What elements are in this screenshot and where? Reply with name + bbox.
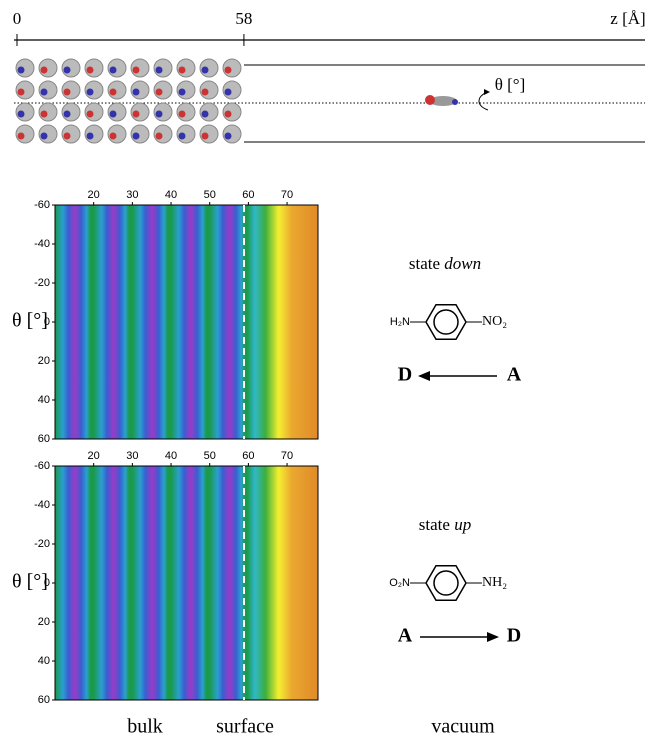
z-axis-label: z [Å] <box>610 9 645 28</box>
y-axis-label: θ [°] <box>12 571 48 593</box>
atom <box>156 133 163 140</box>
atom <box>64 111 71 118</box>
rotation-label: θ [°] <box>495 75 526 94</box>
atom <box>179 133 186 140</box>
atom <box>110 111 117 118</box>
figure: z [Å] θ [°] bulk surface vacuum 0 58 20 30 4… <box>0 0 648 742</box>
x-tick-label: 20 <box>88 450 100 462</box>
y-tick-label: 40 <box>38 655 50 667</box>
arrow-head <box>484 89 490 95</box>
atom <box>18 67 25 74</box>
y-tick-label: -20 <box>34 277 50 289</box>
rotation-arrow <box>479 92 488 110</box>
atom <box>64 133 71 140</box>
x-tick-label: 60 <box>242 189 254 201</box>
y-tick-label: 40 <box>38 394 50 406</box>
y-tick-label: 20 <box>38 355 50 367</box>
atom <box>41 111 48 118</box>
atom <box>225 89 232 96</box>
x-tick-label: 40 <box>165 189 177 201</box>
atom <box>133 133 140 140</box>
atom <box>202 67 209 74</box>
atom <box>64 67 71 74</box>
arrow-right: A <box>507 364 522 386</box>
heatmap <box>55 466 318 700</box>
x-tick-label: 50 <box>204 189 216 201</box>
state-prefix: state <box>409 254 440 273</box>
y-tick-label: 20 <box>38 616 50 628</box>
atom <box>110 67 117 74</box>
atom <box>225 67 232 74</box>
atom <box>133 111 140 118</box>
atom <box>202 89 209 96</box>
x-tick-label: 20 <box>88 189 100 201</box>
arrow-left: A <box>398 625 413 647</box>
molecule-right: NO₂ <box>482 314 507 329</box>
atom <box>225 111 232 118</box>
y-tick-label: 60 <box>38 694 50 706</box>
state-label: state down <box>409 254 481 273</box>
atom <box>225 133 232 140</box>
x-tick-label: 30 <box>126 189 138 201</box>
state-prefix: state <box>419 515 450 534</box>
atom <box>156 67 163 74</box>
x-tick-label: 70 <box>281 450 293 462</box>
arrow-left: D <box>398 364 412 386</box>
atom <box>110 133 117 140</box>
atom <box>133 67 140 74</box>
x-tick-label: 40 <box>165 450 177 462</box>
heatmap <box>55 205 318 439</box>
state-name: down <box>444 254 481 273</box>
atom <box>179 89 186 96</box>
atom <box>156 89 163 96</box>
y-tick-label: -20 <box>34 538 50 550</box>
atom <box>202 133 209 140</box>
molecule-left: H₂N <box>390 316 410 328</box>
region-label: surface <box>216 716 274 738</box>
state-label: state up <box>419 515 471 534</box>
atom <box>133 89 140 96</box>
arrow-head <box>418 371 430 381</box>
atom <box>179 67 186 74</box>
atom <box>87 89 94 96</box>
arrow-right: D <box>507 625 521 647</box>
arrow-head <box>487 632 499 642</box>
atom <box>156 111 163 118</box>
z-tick-label: 58 <box>235 9 252 28</box>
atom <box>41 133 48 140</box>
atom <box>18 133 25 140</box>
region-label: bulk <box>127 716 163 738</box>
region-label: vacuum <box>431 716 495 738</box>
crystal <box>16 59 241 143</box>
x-tick-label: 70 <box>281 189 293 201</box>
atom <box>110 89 117 96</box>
y-axis-label: θ [°] <box>12 310 48 332</box>
atom <box>41 67 48 74</box>
atom <box>202 111 209 118</box>
atom <box>18 89 25 96</box>
molecule-right: NH₂ <box>482 575 507 590</box>
atom <box>179 111 186 118</box>
atom <box>87 111 94 118</box>
y-tick-label: -60 <box>34 199 50 211</box>
y-tick-label: -60 <box>34 460 50 472</box>
x-tick-label: 50 <box>204 450 216 462</box>
z-tick-label: 0 <box>13 9 22 28</box>
vacuum-molecule <box>425 95 458 106</box>
state-name: up <box>454 515 471 534</box>
atom <box>64 89 71 96</box>
atom <box>18 111 25 118</box>
benzene-circle <box>434 310 458 334</box>
atom <box>87 133 94 140</box>
y-tick-label: -40 <box>34 499 50 511</box>
atom <box>41 89 48 96</box>
x-tick-label: 60 <box>242 450 254 462</box>
y-tick-label: 60 <box>38 433 50 445</box>
x-tick-label: 30 <box>126 450 138 462</box>
benzene-circle <box>434 571 458 595</box>
atom <box>87 67 94 74</box>
molecule-left: O₂N <box>389 577 410 589</box>
y-tick-label: -40 <box>34 238 50 250</box>
